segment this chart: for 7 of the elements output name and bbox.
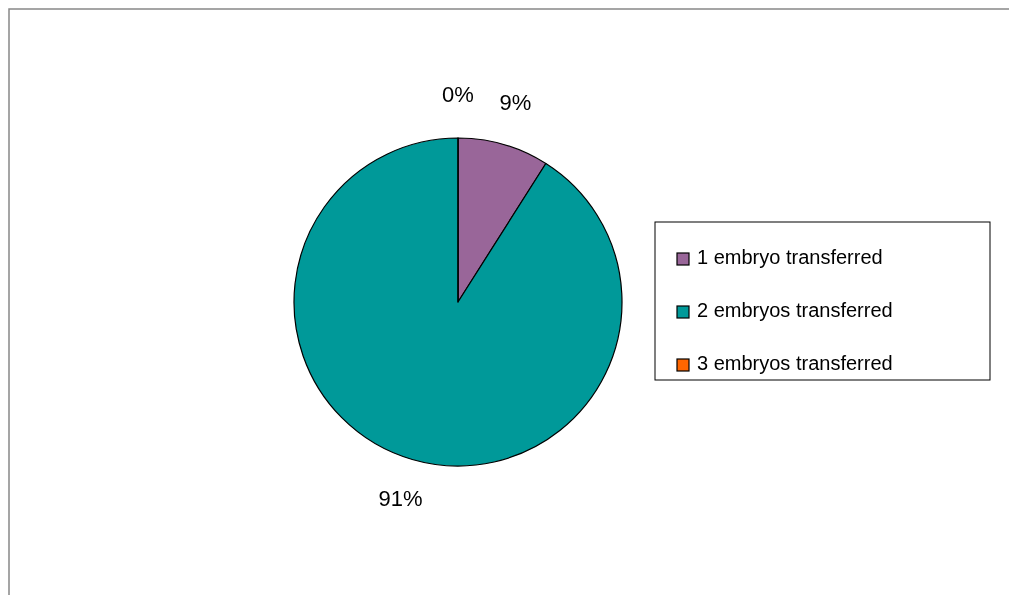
text: 0% [442, 81, 474, 107]
legend-label: 1 embryo transferred [697, 246, 883, 269]
data-label: 9% [499, 89, 532, 115]
legend-label: 3 embryos transferred [697, 352, 893, 375]
pie-slice [293, 137, 623, 467]
data-label: 91% [378, 485, 423, 511]
legend-label: 2 embryos transferred [697, 299, 893, 322]
